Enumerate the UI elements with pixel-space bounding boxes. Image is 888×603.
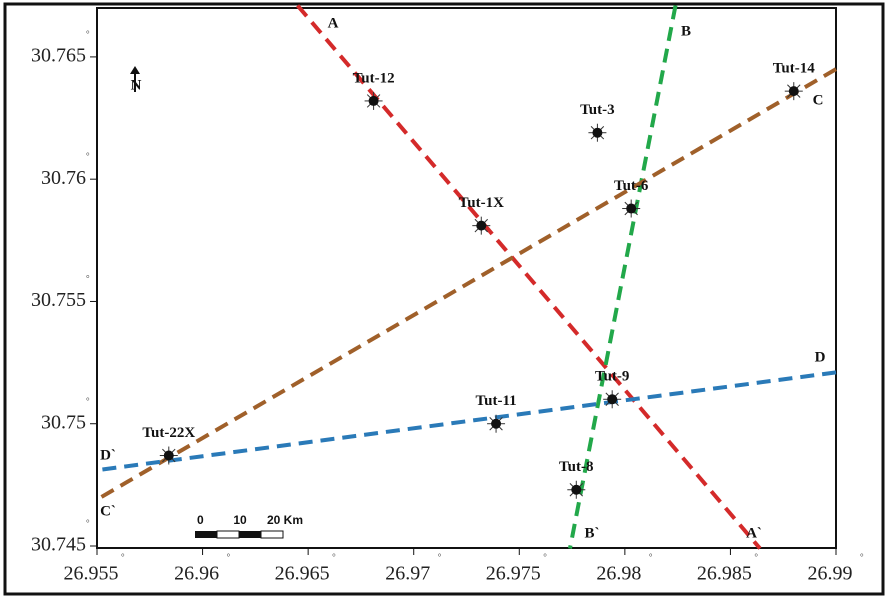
scale-label: 10 [233, 513, 247, 527]
scale-bar [239, 531, 261, 538]
well [476, 220, 487, 231]
section-line [96, 370, 837, 473]
well-label: Tut-6 [614, 178, 649, 194]
y-tick-label: 30.765 [31, 45, 86, 67]
well [163, 450, 174, 461]
degree-mark: ° [649, 552, 653, 562]
x-tick-label: 26.99 [808, 563, 853, 585]
scale-label: 20 Km [267, 513, 303, 527]
well-label: Tut-8 [559, 459, 593, 475]
degree-mark: ° [86, 151, 90, 161]
degree-mark: ° [121, 552, 125, 562]
y-tick-label: 30.755 [31, 289, 86, 311]
x-tick-label: 26.96 [174, 563, 219, 585]
well-label: Tut-12 [353, 70, 395, 86]
well-label: Tut-1X [459, 195, 504, 211]
y-tick-label: 30.76 [41, 167, 86, 189]
well-label: Tut-9 [595, 369, 629, 385]
degree-mark: ° [860, 552, 864, 562]
well [788, 86, 799, 97]
scale-bar [260, 530, 284, 539]
x-tick-label: 26.985 [697, 563, 752, 585]
section-label: C` [100, 503, 116, 519]
scale-label: 0 [197, 513, 204, 527]
scale-bar [195, 531, 217, 538]
x-tick-label: 26.97 [385, 563, 430, 585]
well [368, 95, 379, 106]
section-label: A` [746, 525, 762, 541]
well [626, 203, 637, 214]
map-frame [96, 7, 837, 549]
scale-bar [216, 530, 240, 539]
degree-mark: ° [86, 396, 90, 406]
degree-mark: ° [86, 518, 90, 528]
x-tick-label: 26.955 [64, 563, 119, 585]
degree-mark: ° [227, 552, 231, 562]
well [491, 418, 502, 429]
degree-mark: ° [86, 29, 90, 39]
section-line [95, 67, 838, 502]
section-label: B` [585, 525, 600, 541]
x-tick-label: 26.98 [596, 563, 641, 585]
well [592, 127, 603, 138]
north-arrow-head [130, 66, 140, 74]
x-tick-label: 26.975 [486, 563, 541, 585]
section-line [567, 5, 678, 549]
section-label: A [328, 15, 339, 31]
section-line [296, 4, 762, 550]
well-label: Tut-22X [142, 425, 195, 441]
y-tick-label: 30.745 [31, 534, 86, 556]
degree-mark: ° [86, 274, 90, 284]
degree-mark: ° [754, 552, 758, 562]
degree-mark: ° [438, 552, 442, 562]
section-label: B [681, 23, 691, 39]
well-label: Tut-11 [475, 393, 516, 409]
y-tick-label: 30.75 [41, 411, 86, 433]
section-label: D [815, 349, 826, 365]
degree-mark: ° [543, 552, 547, 562]
well-label: Tut-14 [773, 61, 815, 77]
well [607, 394, 618, 405]
section-label: C [813, 92, 824, 108]
degree-mark: ° [332, 552, 336, 562]
well-label: Tut-3 [580, 102, 614, 118]
section-label: D` [100, 447, 116, 463]
well [571, 484, 582, 495]
north-label: N [131, 77, 142, 93]
x-tick-label: 26.965 [275, 563, 330, 585]
